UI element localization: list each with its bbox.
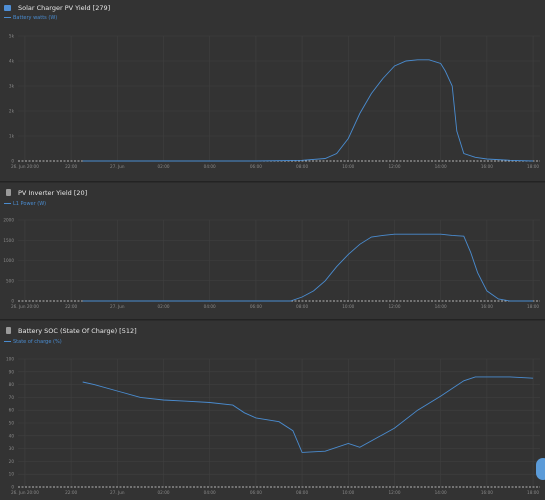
y-tick-label: 60 (9, 408, 15, 413)
series-line (82, 59, 534, 162)
y-tick-label: 5k (9, 34, 15, 39)
battery-icon (6, 327, 11, 334)
legend-label: Battery watts (W) (13, 15, 58, 21)
pv-inverter-icon (6, 189, 11, 196)
y-tick-label: 20 (9, 459, 15, 464)
chat-badge-icon[interactable] (536, 458, 545, 480)
x-tick-label: 26. Jun 20:00 (11, 490, 39, 495)
x-tick-label: 04:00 (204, 490, 216, 495)
x-tick-label: 06:00 (250, 164, 262, 169)
y-tick-label: 70 (9, 395, 15, 400)
x-tick-label: 22:00 (65, 490, 77, 495)
panel-pv-inverter: PV Inverter Yield [20] L1 Power (W) 2000… (0, 183, 545, 319)
y-tick-label: 90 (9, 369, 15, 374)
x-tick-label: 08:00 (296, 304, 308, 309)
x-tick-label: 18:00 (527, 304, 539, 309)
legend-line-icon (4, 17, 11, 18)
panel-title: PV Inverter Yield [20] (18, 189, 88, 197)
x-tick-label: 02:00 (157, 304, 169, 309)
y-tick-label: 2000 (3, 218, 14, 223)
x-tick-label: 04:00 (204, 304, 216, 309)
legend-line-icon (4, 341, 11, 342)
x-tick-label: 12:00 (388, 304, 400, 309)
legend-item[interactable]: Battery watts (W) (4, 15, 57, 21)
legend-label: State of charge (%) (13, 339, 62, 345)
y-tick-label: 30 (9, 446, 15, 451)
series-line (82, 376, 534, 453)
x-tick-label: 12:00 (388, 490, 400, 495)
divider (0, 319, 545, 320)
panel-battery-soc: Battery SOC (State Of Charge) [512] Stat… (0, 321, 545, 500)
x-tick-label: 16:00 (481, 164, 493, 169)
legend-line-icon (4, 203, 11, 204)
x-tick-label: 18:00 (527, 490, 539, 495)
y-tick-label: 40 (9, 433, 15, 438)
y-tick-label: 10 (9, 472, 15, 477)
x-tick-label: 22:00 (65, 304, 77, 309)
divider (0, 181, 545, 182)
x-tick-label: 14:00 (435, 164, 447, 169)
y-tick-label: 1500 (3, 238, 14, 243)
y-tick-label: 4k (9, 59, 15, 64)
x-tick-label: 12:00 (388, 164, 400, 169)
y-tick-label: 2k (9, 109, 15, 114)
y-tick-label: 0 (11, 159, 14, 164)
x-tick-label: 06:00 (250, 490, 262, 495)
y-tick-label: 3k (9, 84, 15, 89)
legend-item[interactable]: L1 Power (W) (4, 201, 46, 207)
x-tick-label: 02:00 (157, 490, 169, 495)
x-tick-label: 14:00 (435, 304, 447, 309)
y-tick-label: 100 (6, 357, 14, 362)
x-tick-label: 27. Jun (110, 304, 125, 309)
x-tick-label: 10:00 (342, 304, 354, 309)
y-tick-label: 1000 (3, 258, 14, 263)
y-tick-label: 50 (9, 421, 15, 426)
y-tick-label: 80 (9, 382, 15, 387)
chart-pv-yield[interactable]: 5k 4k 3k 2k 1k 026. Jun 20:00 22:00 27. Jun 02:0… (0, 28, 545, 178)
x-tick-label: 18:00 (527, 164, 539, 169)
x-tick-label: 27. Jun (110, 490, 125, 495)
solar-charger-icon (4, 5, 11, 11)
x-tick-label: 26. Jun 20:00 (11, 304, 39, 309)
legend-label: L1 Power (W) (13, 201, 47, 207)
y-tick-label: 0 (11, 299, 14, 304)
x-tick-label: 16:00 (481, 490, 493, 495)
panel-title: Solar Charger PV Yield [279] (18, 4, 111, 12)
panel-pv-yield: Solar Charger PV Yield [279] Battery wat… (0, 0, 545, 181)
x-tick-label: 08:00 (296, 490, 308, 495)
x-tick-label: 08:00 (296, 164, 308, 169)
series-line (82, 233, 534, 302)
x-tick-label: 27. Jun (110, 164, 125, 169)
y-tick-label: 0 (11, 485, 14, 490)
legend-item[interactable]: State of charge (%) (4, 339, 62, 345)
y-tick-label: 500 (6, 278, 14, 283)
x-tick-label: 02:00 (157, 164, 169, 169)
x-tick-label: 10:00 (342, 490, 354, 495)
x-tick-label: 10:00 (342, 164, 354, 169)
x-tick-label: 16:00 (481, 304, 493, 309)
x-tick-label: 14:00 (435, 490, 447, 495)
panel-title: Battery SOC (State Of Charge) [512] (18, 327, 137, 335)
x-tick-label: 04:00 (204, 164, 216, 169)
x-tick-label: 22:00 (65, 164, 77, 169)
y-tick-label: 1k (9, 134, 15, 139)
x-tick-label: 26. Jun 20:00 (11, 164, 39, 169)
x-tick-label: 06:00 (250, 304, 262, 309)
chart-pv-inverter[interactable]: 2000 1500 1000 500 026. Jun 20:00 22:00 27. Ju… (0, 211, 545, 321)
